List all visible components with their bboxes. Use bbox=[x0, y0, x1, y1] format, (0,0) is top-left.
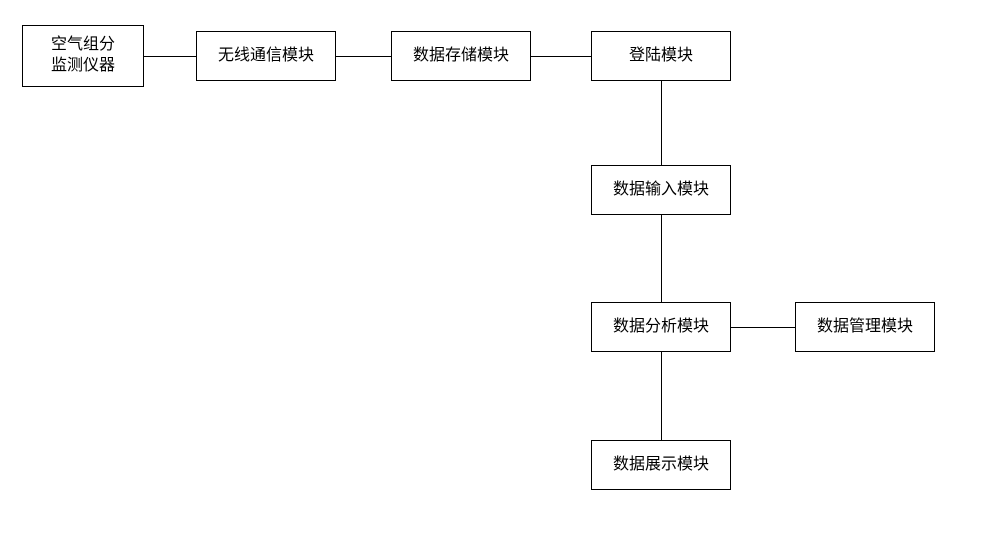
node-label: 空气组分监测仪器 bbox=[51, 35, 115, 77]
edge-n5-n6 bbox=[661, 215, 662, 302]
edge-n2-n3 bbox=[336, 56, 391, 57]
node-data-management: 数据管理模块 bbox=[795, 302, 935, 352]
node-login: 登陆模块 bbox=[591, 31, 731, 81]
edge-n6-n8 bbox=[661, 352, 662, 440]
node-label: 数据分析模块 bbox=[613, 317, 709, 338]
edge-n1-n2 bbox=[144, 56, 196, 57]
node-data-storage: 数据存储模块 bbox=[391, 31, 531, 81]
node-data-analysis: 数据分析模块 bbox=[591, 302, 731, 352]
edge-n4-n5 bbox=[661, 81, 662, 165]
node-data-display: 数据展示模块 bbox=[591, 440, 731, 490]
node-label: 数据管理模块 bbox=[817, 317, 913, 338]
node-label: 数据存储模块 bbox=[413, 46, 509, 67]
flowchart-diagram: 空气组分监测仪器 无线通信模块 数据存储模块 登陆模块 数据输入模块 数据分析模… bbox=[0, 0, 1000, 538]
node-label: 数据输入模块 bbox=[613, 180, 709, 201]
node-data-input: 数据输入模块 bbox=[591, 165, 731, 215]
node-label: 数据展示模块 bbox=[613, 455, 709, 476]
node-air-monitor: 空气组分监测仪器 bbox=[22, 25, 144, 87]
edge-n3-n4 bbox=[531, 56, 591, 57]
node-label: 无线通信模块 bbox=[218, 46, 314, 67]
node-label: 登陆模块 bbox=[629, 46, 693, 67]
edge-n6-n7 bbox=[731, 327, 795, 328]
node-wireless-comm: 无线通信模块 bbox=[196, 31, 336, 81]
